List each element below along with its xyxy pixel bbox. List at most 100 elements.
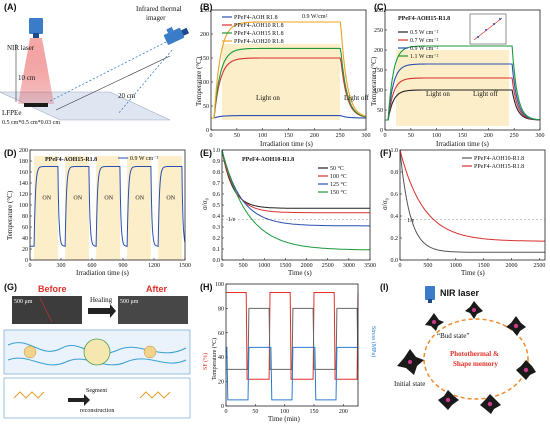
panel-h-label: (H): [200, 282, 213, 292]
light-on-label: Light on: [256, 94, 280, 102]
series-line: [399, 149, 545, 253]
y-tick-label: 100: [215, 282, 224, 288]
chart-b-frame: [210, 9, 367, 131]
flower-icon: [425, 313, 444, 331]
panel-b: (B) 0 50 100 150 200 250 300 0 50 100 150 200 250 PPe…: [195, 2, 371, 148]
x-tick-label: 300: [57, 263, 66, 269]
panel-f: (F) 0 500 1000 1500 2000 2500 0.0 0.2 0.4 0.6 0.8 1…: [380, 148, 545, 277]
chart-c: 0 50 100 150 200 250 300 0 50 100 150 200 250 300 0.5 …: [374, 8, 545, 139]
y-axis-label: Temperature (°C): [6, 190, 14, 240]
sample-label: LFPEe: [2, 109, 21, 117]
inset-plot: [469, 13, 507, 45]
x-tick-label: 500: [239, 263, 248, 269]
x-tick-label: 0: [29, 263, 32, 269]
x-tick-label: 300: [536, 133, 545, 139]
x-tick-label: 3500: [364, 263, 376, 269]
series-line: [385, 63, 540, 121]
cycle-arrow: [423, 318, 529, 400]
chart-title: PPeF4-AOH15-R1.8: [398, 16, 450, 22]
y-axis-label: σ/σ₀: [381, 198, 389, 210]
y-tick-label: 150: [374, 68, 383, 74]
panel-g-label: (G): [4, 282, 17, 292]
chart-title: PPeF4-AOH15-R1.8: [45, 157, 97, 163]
photothermal-label: Photothermal &: [450, 350, 499, 358]
stress-line: [226, 346, 358, 401]
x-tick-label: 250: [510, 133, 519, 139]
y-axis-label: Temperature (°C): [370, 56, 378, 106]
x-tick-label: 250: [336, 133, 345, 139]
x-tick-label: 300: [362, 133, 371, 139]
chart-h: 0 50 100 150 200 0 20 40 60 80 100: [215, 282, 359, 415]
y-tick-label: 200: [200, 32, 209, 38]
healing-label: Healing: [90, 296, 113, 304]
chart-c-frame: [384, 9, 541, 131]
y-tick-label: 0.3: [213, 225, 221, 231]
stress-axis-label: Stress (MPa): [370, 326, 377, 357]
x-tick-label: 1500: [279, 263, 291, 269]
y-tick-label: 20: [218, 380, 224, 386]
legend-label: 150 °C: [330, 189, 347, 196]
legend-label: 100 °C: [330, 173, 347, 180]
x-axis-label: Time (s): [288, 269, 312, 277]
y-tick-label: 160: [19, 170, 28, 176]
x-tick-label: 0: [225, 409, 228, 415]
y-tick-label: 100: [19, 203, 28, 209]
nir-label: NIR laser: [440, 288, 480, 298]
one-over-e: 1/e: [407, 218, 415, 224]
panel-g: (G) Before After 500 μm 500 μm Healing S…: [3, 282, 191, 419]
y-tick-label: 0.9: [213, 159, 221, 165]
on-band: [96, 156, 120, 260]
y-tick-label: 50: [377, 108, 383, 114]
sem-after: [118, 296, 188, 324]
scale-bar-after: 500 μm: [120, 299, 139, 305]
y-tick-label: 0.8: [391, 170, 399, 176]
series-line: [385, 45, 541, 121]
series-line: [211, 21, 367, 119]
series-line: [221, 149, 370, 214]
y-tick-label: 80: [218, 306, 224, 312]
panel-e: (E) 0 500 1000 1500 2000 2500 3000 3500 0.0 0.1 0.…: [200, 148, 376, 277]
on-band: [34, 156, 58, 260]
one-over-e: 1/e: [228, 217, 236, 223]
x-tick-label: 200: [339, 409, 348, 415]
y-tick-label: 60: [218, 331, 224, 337]
y-tick-label: 0.7: [213, 181, 221, 187]
panel-a-label: (A): [4, 2, 17, 12]
laser-nozzle: [33, 33, 39, 38]
on-label: ON: [166, 196, 175, 202]
flower-icon: [465, 301, 483, 319]
legend-label: PPeF4-AOH10-R1.8: [474, 156, 524, 162]
sample-film: [24, 103, 48, 107]
series-line: [385, 89, 541, 121]
nir-laser-icon: [425, 286, 435, 300]
panel-d: (D) 0 300 600 900 1200 1500 0 20 40 60 80 100 120 140…: [4, 148, 191, 277]
on-label: ON: [73, 196, 82, 202]
x-tick-label: 200: [310, 133, 319, 139]
camera-sightline-2: [117, 49, 173, 115]
x-tick-label: 150: [284, 133, 293, 139]
sem-before: [12, 296, 82, 324]
legend-label: 0.9 W cm⁻²: [130, 156, 158, 162]
light-on-label: Light on: [426, 90, 450, 98]
x-tick-label: 100: [432, 133, 441, 139]
x-tick-label: 50: [252, 409, 258, 415]
x-axis-label: Irradiation time (s): [436, 140, 490, 148]
x-tick-label: 200: [484, 133, 493, 139]
x-tick-label: 900: [119, 263, 128, 269]
series-line: [211, 57, 367, 119]
power-label: 0.9 W/cm²: [302, 14, 328, 20]
chart-e: 0 500 1000 1500 2000 2500 3000 3500 0.0 0.1 0.2 0.3…: [213, 148, 377, 269]
chart-title: PPeF4-AOH10-R1.8: [242, 157, 294, 163]
x-tick-label: 0: [384, 133, 387, 139]
on-band: [65, 156, 89, 260]
y-tick-label: 0.0: [391, 258, 399, 264]
x-axis-label: Irradiation time (s): [260, 140, 314, 148]
before-label: Before: [38, 284, 67, 294]
y-tick-label: 200: [19, 148, 28, 154]
x-tick-label: 0: [210, 133, 213, 139]
y-tick-label: 0: [221, 404, 224, 410]
series-line: [221, 149, 370, 209]
legend-label: 0.9 W cm⁻²: [410, 46, 438, 52]
series-line: [30, 166, 186, 248]
y-tick-label: 0.4: [391, 214, 399, 220]
